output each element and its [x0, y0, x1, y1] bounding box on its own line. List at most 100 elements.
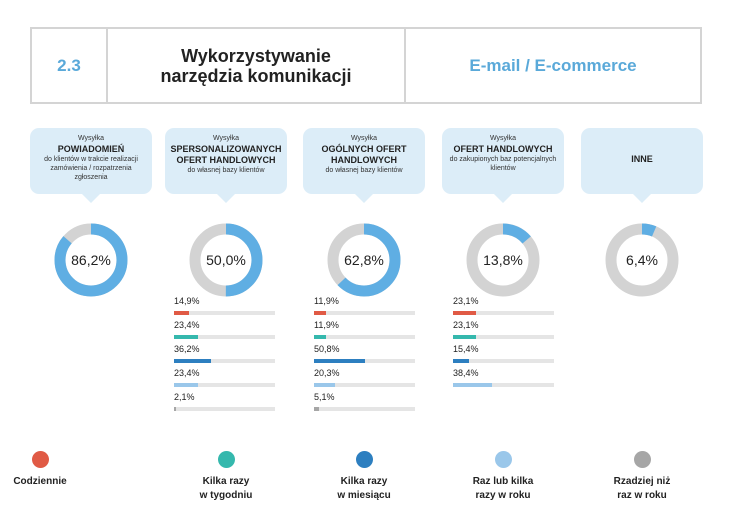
- bubble-top-label: Wysyłka: [490, 135, 516, 142]
- donut-value-arc: [189, 223, 263, 297]
- donut-chart: 13,8%: [465, 222, 541, 298]
- section-number: 2.3: [32, 29, 108, 102]
- frequency-bar-track: [453, 335, 554, 339]
- frequency-bar-track: [314, 359, 415, 363]
- bubble-title: SPERSONALIZOWANYCH: [170, 144, 282, 154]
- bubble-description: do własnej bazy klientów: [325, 167, 403, 174]
- legend-label: Kilka razy w tygodniu: [199, 476, 253, 501]
- frequency-bar-row: 15,4%: [453, 344, 554, 364]
- page-title-line2: narzędzia komunikacji: [160, 65, 352, 86]
- page-title: Wykorzystywanie narzędzia komunikacji: [108, 29, 406, 102]
- frequency-bar-value: 20,3%: [314, 368, 340, 378]
- donut-chart: 62,8%: [326, 222, 402, 298]
- legend-label-line2: razy w roku: [475, 490, 531, 501]
- legend-label: Rzadziej niż raz w roku: [613, 476, 671, 501]
- donut-percent-label: 86,2%: [71, 252, 111, 268]
- frequency-bar-track: [314, 407, 415, 411]
- header-box: 2.3 Wykorzystywanie narzędzia komunikacj…: [30, 27, 702, 104]
- frequency-bar-value: 15,4%: [453, 344, 479, 354]
- frequency-bar-track: [314, 311, 415, 315]
- frequency-bar-track: [174, 335, 275, 339]
- donut-chart: 86,2%: [53, 222, 129, 298]
- category-bubble: Wysyłka SPERSONALIZOWANYCH OFERT HANDLOWYC…: [165, 128, 287, 203]
- frequency-bar-fill: [174, 335, 198, 339]
- legend-label-line2: raz w roku: [617, 490, 667, 501]
- donut-value-arc: [54, 223, 128, 297]
- legend-item: Rzadziej niż raz w roku: [587, 451, 697, 503]
- frequency-bar-track: [453, 359, 554, 363]
- legend-label: Kilka razy w miesiącu: [337, 476, 391, 501]
- legend-item: Raz lub kilka razy w roku: [448, 451, 558, 503]
- frequency-bar-value: 50,8%: [314, 344, 340, 354]
- donut-svg: [327, 223, 401, 297]
- frequency-bar-track: [453, 311, 554, 315]
- frequency-bar-row: 5,1%: [314, 392, 415, 412]
- bubble-description: do zakupionych baz potencjalnych klientó…: [449, 156, 557, 172]
- donut-svg: [605, 223, 679, 297]
- frequency-bar-track: [174, 311, 275, 315]
- frequency-bar-fill: [314, 335, 327, 339]
- donut-value-arc: [466, 223, 540, 297]
- bubble-description: do własnej bazy klientów: [187, 167, 265, 174]
- frequency-bar-value: 14,9%: [174, 296, 200, 306]
- frequency-bar-fill: [174, 359, 211, 363]
- category-bubble: Wysyłka POWIADOMIEŃ do klientów w trakcie …: [30, 128, 152, 203]
- frequency-bar-value: 38,4%: [453, 368, 479, 378]
- category-bubble: Wysyłka OGÓLNYCH OFERT HANDLOWYCH do własne…: [303, 128, 425, 203]
- frequency-bar-value: 23,4%: [174, 320, 200, 330]
- legend-label-line2: w tygodniu: [199, 490, 253, 501]
- bubble-top-label: Wysyłka: [351, 135, 377, 142]
- frequency-bar-row: 20,3%: [314, 368, 415, 388]
- frequency-bar-fill: [314, 383, 335, 387]
- bubble-title-2: HANDLOWYCH: [331, 155, 397, 165]
- legend-swatch: [31, 451, 49, 468]
- frequency-bar-row: 2,1%: [174, 392, 275, 412]
- donut-chart: 6,4%: [604, 222, 680, 298]
- frequency-bar-row: 14,9%: [174, 296, 275, 316]
- donut-value-arc: [605, 223, 679, 297]
- frequency-bar-fill: [314, 359, 366, 363]
- legend-swatch: [355, 451, 373, 468]
- frequency-bar-track: [174, 407, 275, 411]
- bubble-title: INNE: [631, 154, 653, 164]
- category-bubble: Wysyłka OFERT HANDLOWYCH do zakupionych ba…: [442, 128, 564, 203]
- bubble-top-label: Wysyłka: [213, 135, 239, 142]
- frequency-bar-fill: [453, 383, 492, 387]
- bubble-top-label: Wysyłka: [78, 135, 104, 142]
- frequency-bar-value: 11,9%: [314, 320, 339, 330]
- bubble-title: OGÓLNYCH OFERT: [321, 144, 407, 154]
- donut-svg: [54, 223, 128, 297]
- legend-item: Kilka razy w tygodniu: [171, 451, 281, 503]
- donut-percent-label: 50,0%: [206, 252, 246, 268]
- legend-item: Kilka razy w miesiącu: [309, 451, 419, 503]
- legend-swatch: [494, 451, 512, 468]
- bubble-title: POWIADOMIEŃ: [57, 144, 125, 154]
- donut-svg: [189, 223, 263, 297]
- frequency-bar-fill: [174, 407, 177, 411]
- frequency-bar-value: 5,1%: [314, 392, 335, 402]
- frequency-bar-track: [174, 359, 275, 363]
- legend-label: Raz lub kilka razy w roku: [472, 476, 534, 501]
- frequency-bar-value: 11,9%: [314, 296, 339, 306]
- legend-swatch: [217, 451, 235, 468]
- bubble-title: OFERT HANDLOWYCH: [453, 144, 553, 154]
- frequency-bar-row: 23,4%: [174, 320, 275, 340]
- frequency-bar-row: 50,8%: [314, 344, 415, 364]
- donut-value-arc: [327, 223, 401, 297]
- frequency-bar-value: 23,4%: [174, 368, 200, 378]
- legend-label: Codziennie: [13, 476, 67, 487]
- frequency-bar-fill: [174, 311, 190, 315]
- frequency-bar-row: 11,9%: [314, 320, 415, 340]
- frequency-bar-track: [314, 383, 415, 387]
- frequency-bar-row: 23,4%: [174, 368, 275, 388]
- frequency-bar-value: 2,1%: [174, 392, 195, 402]
- page-title-line1: Wykorzystywanie: [181, 45, 331, 66]
- frequency-bar-fill: [174, 383, 198, 387]
- legend-item: Codziennie: [0, 451, 80, 489]
- frequency-bar-fill: [314, 407, 320, 411]
- category-bubble: INNE: [581, 128, 703, 203]
- donut-percent-label: 6,4%: [626, 252, 658, 268]
- legend-label-line2: w miesiącu: [337, 490, 391, 501]
- frequency-bar-row: 11,9%: [314, 296, 415, 316]
- frequency-bar-fill: [453, 359, 469, 363]
